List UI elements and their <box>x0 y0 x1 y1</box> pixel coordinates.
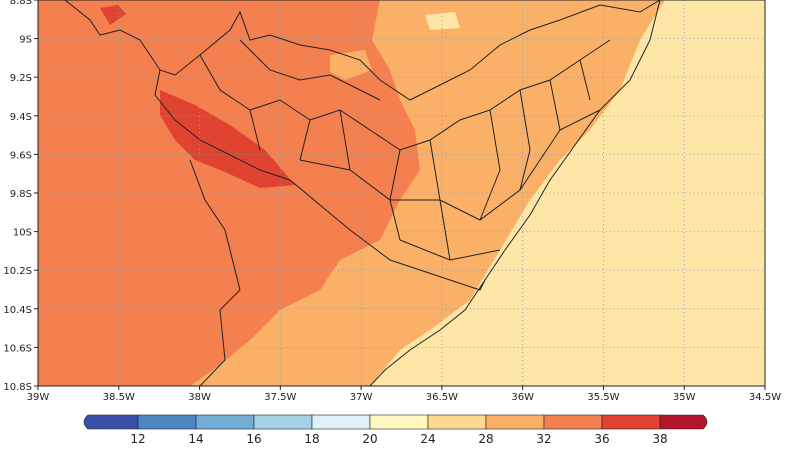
zone-36-38 <box>38 0 420 386</box>
colorbar-label: 32 <box>536 432 551 446</box>
colorbar-box <box>195 414 255 430</box>
y-tick-label: 9.4S <box>10 112 32 123</box>
colorbar-box <box>369 414 429 430</box>
colorbar-box <box>137 414 197 430</box>
y-tick-label: 10.4S <box>3 305 32 316</box>
colorbar-label: 36 <box>594 432 609 446</box>
colorbar-label: 28 <box>478 432 493 446</box>
state-border <box>64 0 661 101</box>
colorbar-label: 14 <box>188 432 203 446</box>
colorbar-label: 38 <box>652 432 667 446</box>
coastline <box>369 0 661 387</box>
y-tick-label: 9.6S <box>10 150 32 161</box>
x-tick-label: 38W <box>188 392 211 403</box>
x-tick-label: 34.5W <box>749 392 781 403</box>
y-tick-label: 9S <box>19 35 32 46</box>
colorbar: 12 14 16 18 20 24 28 32 36 38 <box>83 414 708 446</box>
colorbar-box <box>601 414 661 430</box>
state-border <box>154 69 486 291</box>
x-tick-label: 38.5W <box>103 392 135 403</box>
zone-38-plus <box>100 5 126 25</box>
colorbar-end <box>659 414 708 430</box>
colorbar-label: 20 <box>362 432 377 446</box>
colorbar-label: 16 <box>246 432 261 446</box>
x-tick-label: 35.5W <box>587 392 619 403</box>
colorbar-box <box>485 414 545 430</box>
x-tick-label: 37.5W <box>264 392 296 403</box>
municipal-borders <box>199 39 611 261</box>
zone-28-32 <box>425 12 460 30</box>
y-tick-label: 10S <box>13 228 32 239</box>
colorbar-label: 12 <box>130 432 145 446</box>
colorbar-box <box>427 414 487 430</box>
colorbar-box <box>311 414 371 430</box>
y-tick-label: 10.8S <box>3 382 32 393</box>
map-fill <box>38 0 765 386</box>
y-tick-label: 8.8S <box>10 0 32 7</box>
zone-38-plus <box>160 90 295 188</box>
y-tick-label: 10.6S <box>3 343 32 354</box>
boundaries <box>64 0 661 387</box>
colorbar-label: 18 <box>304 432 319 446</box>
colorbar-box <box>543 414 603 430</box>
grid <box>38 0 765 386</box>
x-tick-label: 39W <box>27 392 50 403</box>
x-tick-label: 36.5W <box>426 392 458 403</box>
y-tick-label: 9.8S <box>10 189 32 200</box>
x-tick-label: 37W <box>350 392 373 403</box>
x-tick-label: 36W <box>511 392 534 403</box>
y-tick-label: 9.2S <box>10 73 32 84</box>
colorbar-box <box>253 414 313 430</box>
x-tick-label: 35W <box>673 392 696 403</box>
state-border <box>189 159 241 387</box>
colorbar-label: 24 <box>420 432 435 446</box>
y-tick-label: 10.2S <box>3 266 32 277</box>
colorbar-end <box>83 414 139 430</box>
